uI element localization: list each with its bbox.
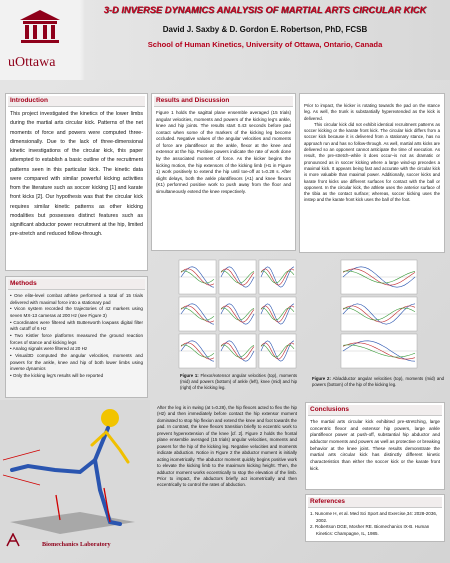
introduction-box: Introduction This project investigated t… — [5, 93, 148, 271]
methods-item: Vicon system recorded the trajectories o… — [10, 306, 143, 319]
plot-curve — [220, 303, 255, 325]
section-heading: Introduction — [8, 96, 145, 107]
section-heading: Methods — [8, 279, 145, 290]
plot-curve — [220, 266, 255, 288]
plot-curve — [342, 270, 416, 284]
plot-curve — [260, 303, 295, 325]
plot-curve — [342, 344, 416, 358]
plot-curve — [180, 344, 215, 358]
figure-2-plots — [340, 259, 418, 369]
plot-curve — [220, 307, 255, 321]
affiliation: School of Human Kinetics, University of … — [147, 40, 383, 49]
header-band — [0, 0, 450, 80]
methods-list: One elite-level combat athlete performed… — [10, 293, 143, 380]
methods-item: Visual3D computed the angular velocities… — [10, 353, 143, 373]
caption-text: Flexor/extensor angular velocities (top)… — [180, 373, 298, 390]
discussion-para: Prior to impact, the kicker is rotating … — [304, 103, 440, 121]
reference-item: 2. Robertson DGE, Mosher RE. Biomechanic… — [310, 524, 430, 536]
conclusions-text: The martial arts circular kick exhibited… — [310, 419, 440, 471]
methods-item: One elite-level combat athlete performed… — [10, 293, 143, 306]
footer-lab: Biomechanics Laboratory — [42, 541, 111, 548]
figure-1-plots — [178, 259, 297, 369]
section-heading: Conclusions — [308, 405, 442, 416]
plot-curve — [260, 344, 295, 358]
plot-curve — [342, 307, 416, 321]
plot-curve — [180, 303, 215, 325]
plot-curve — [180, 305, 215, 323]
plot-curve — [220, 305, 255, 323]
plot-curve — [342, 268, 416, 286]
caption-text: Ab/adductor angular velocities (top), mo… — [312, 376, 444, 387]
plot-curve — [220, 268, 255, 286]
logo-emblem — [20, 10, 60, 43]
methods-box: Methods One elite-level combat athlete p… — [5, 276, 148, 398]
plot-curve — [220, 342, 255, 360]
plot-curve — [220, 270, 255, 284]
plot-curve — [180, 270, 215, 284]
footer-emblem — [6, 533, 20, 547]
section-heading: Results and Discussion — [154, 96, 293, 107]
references-box: References 1. Nunome H, et al. Med Sci S… — [305, 494, 445, 542]
methods-item: Analog signals were filtered at 20 Hz — [10, 346, 143, 353]
plot-curve — [220, 344, 255, 358]
plot-curve — [342, 266, 416, 288]
plot-curve — [260, 266, 295, 288]
plot-curve — [180, 268, 215, 286]
plot-curve — [260, 307, 295, 321]
title: 3-D INVERSE DYNAMICS ANALYSIS OF MARTIAL… — [103, 5, 427, 15]
middle-text: After the leg is in swing (at t=0.28), t… — [157, 405, 297, 488]
plot-curve — [342, 340, 416, 362]
figure-1-caption: Figure 1: Flexor/extensor angular veloci… — [180, 373, 297, 390]
discussion-box: Prior to impact, the kicker is rotating … — [299, 93, 445, 253]
middle-text-box: After the leg is in swing (at t=0.28), t… — [153, 402, 301, 526]
plot-curve — [220, 340, 255, 362]
plot-curve — [342, 342, 416, 360]
conclusions-box: Conclusions The martial arts circular ki… — [305, 402, 445, 490]
plot-curve — [180, 340, 215, 362]
figure-2-caption: Figure 2: Ab/adductor angular velocities… — [312, 376, 444, 388]
discussion-para: This circular kick did not exhibit ident… — [304, 121, 440, 203]
results-box: Results and Discussion Figure 1 holds th… — [151, 93, 296, 251]
plot-curve — [180, 342, 215, 360]
plot-curve — [342, 303, 416, 325]
caption-label: Figure 2: — [312, 376, 331, 381]
results-text: Figure 1 holds the sagittal plane ensemb… — [156, 110, 291, 194]
plot-curve — [260, 270, 295, 284]
plot-curve — [180, 307, 215, 321]
methods-item: Coordinates were filtered with Butterwor… — [10, 320, 143, 333]
caption-label: Figure 1: — [180, 373, 199, 378]
methods-item: Two Kistler force platforms measured the… — [10, 333, 143, 346]
reference-item: 1. Nunome H, et al. Med Sci Sport and Ex… — [310, 511, 438, 523]
authors: David J. Saxby & D. Gordon E. Robertson,… — [162, 25, 368, 34]
plot-curve — [180, 266, 215, 288]
plot-curve — [260, 340, 295, 362]
section-heading: References — [308, 497, 442, 508]
logo-text: uOttawa — [8, 55, 56, 70]
references-list: 1. Nunome H, et al. Med Sci Sport and Ex… — [310, 511, 440, 537]
methods-item: Only the kicking leg's results will be r… — [10, 373, 143, 380]
introduction-text: This project investigated the kinetics o… — [10, 111, 143, 238]
figure-3-model — [0, 400, 150, 540]
